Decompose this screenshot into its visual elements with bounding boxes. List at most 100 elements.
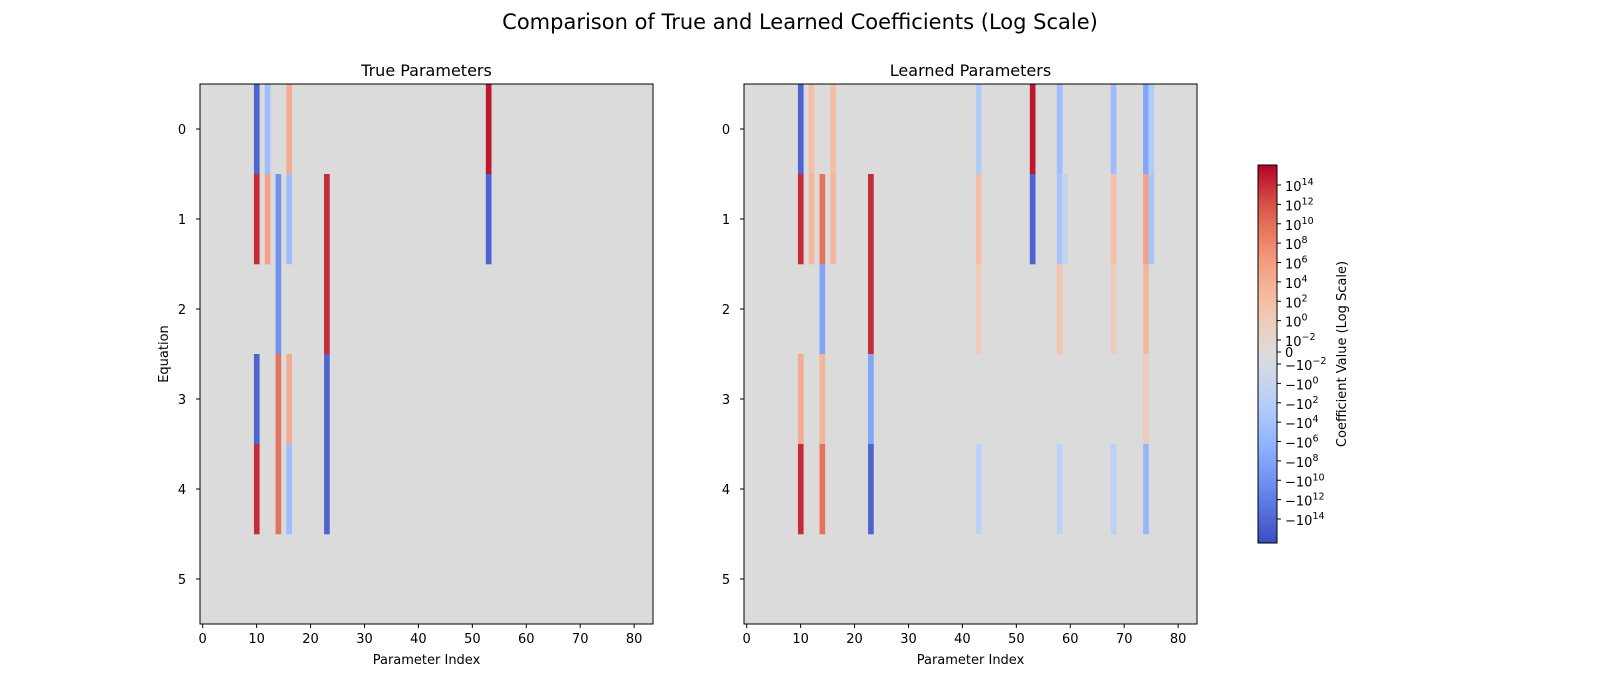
- heatmap-cell: [1143, 264, 1149, 355]
- heatmap-cell: [1148, 174, 1155, 265]
- x-tick-label: 30: [900, 632, 917, 647]
- heatmap-cell: [253, 84, 260, 175]
- heatmap-cell: [975, 84, 982, 175]
- x-tick-label: 10: [248, 632, 265, 647]
- heatmap-cell: [264, 84, 271, 175]
- heatmap-cell: [286, 444, 292, 535]
- y-tick-label: 1: [178, 213, 186, 228]
- y-tick-label: 1: [722, 213, 730, 228]
- heatmap-cell: [797, 84, 804, 175]
- colorbar-tick-label: −104: [1285, 414, 1318, 432]
- heatmap-panel-2: Learned Parameters 0 10 20 30 40 50 60 70 80 0 1 2 3 4…: [722, 61, 1198, 668]
- heatmap-cell: [868, 174, 874, 265]
- colorbar-tick-label: −100: [1285, 375, 1318, 393]
- heatmap-cell: [1056, 174, 1063, 265]
- heatmap-cell: [264, 174, 271, 265]
- heatmap-cell: [253, 174, 260, 265]
- heatmap-panel-1: True Parameters 0 10 20 30 40 50 60 70 80 0 1 2 3 4 5 Pa…: [157, 61, 654, 668]
- heatmap-cell: [275, 444, 282, 535]
- heatmap-cell: [1110, 84, 1117, 175]
- colorbar-tick-label: 102: [1285, 293, 1308, 311]
- colorbar-fill: [1258, 165, 1277, 543]
- plot-frame: [743, 83, 1198, 625]
- x-tick-label: 60: [518, 632, 535, 647]
- heatmap-cell: [975, 264, 982, 355]
- colorbar-tick-label: −1012: [1285, 492, 1325, 510]
- heatmap-cell: [275, 264, 282, 355]
- colorbar-tick-label: 1014: [1285, 177, 1314, 195]
- heatmap-cell: [1110, 444, 1117, 535]
- colorbar-tick-label: 10−2: [1285, 332, 1316, 350]
- heatmap-cell: [1110, 174, 1117, 265]
- x-tick-label: 80: [626, 632, 643, 647]
- y-tick-label: 4: [722, 483, 730, 498]
- heatmap-cell: [797, 354, 804, 445]
- y-tick-label: 0: [178, 123, 186, 138]
- heatmap-cell: [819, 174, 826, 265]
- heatmap-cell: [1062, 174, 1068, 265]
- x-tick-label: 50: [1008, 632, 1025, 647]
- heatmap-cell: [286, 174, 292, 265]
- colorbar-tick-label: −1010: [1285, 472, 1325, 490]
- colorbar-tick-label: −102: [1285, 395, 1318, 413]
- x-tick-label: 20: [846, 632, 863, 647]
- heatmap-cell: [324, 264, 330, 355]
- heatmap-cell: [1056, 264, 1063, 355]
- panel-title: True Parameters: [360, 61, 492, 80]
- x-tick-label: 40: [410, 632, 427, 647]
- heatmap-cell: [1029, 174, 1036, 265]
- colorbar: 10141012101010810610410210010−20−10−2−10…: [1257, 164, 1350, 544]
- colorbar-tick-label: 1012: [1285, 196, 1314, 214]
- colorbar-tick-label: −10−2: [1285, 356, 1326, 374]
- x-tick-label: 70: [572, 632, 589, 647]
- y-tick-label: 5: [178, 573, 186, 588]
- heatmap-cell: [324, 174, 330, 265]
- x-tick-label: 10: [792, 632, 809, 647]
- heatmap-cell: [253, 354, 260, 445]
- x-axis-label: Parameter Index: [373, 653, 481, 668]
- heatmap-cell: [975, 174, 982, 265]
- colorbar-tick-label: 100: [1285, 313, 1308, 331]
- colorbar-tick-label: 108: [1285, 235, 1308, 253]
- x-tick-label: 60: [1062, 632, 1079, 647]
- colorbar-tick-label: −108: [1285, 453, 1318, 471]
- x-tick-label: 20: [302, 632, 319, 647]
- heatmap-cell: [485, 84, 492, 175]
- heatmap-cell: [275, 354, 282, 445]
- heatmap-cell: [324, 444, 330, 535]
- heatmap-cell: [868, 444, 874, 535]
- x-tick-label: 50: [464, 632, 481, 647]
- heatmap-cell: [1029, 84, 1036, 175]
- plot-frame: [199, 83, 654, 625]
- heatmap-cell: [975, 444, 982, 535]
- heatmap-cell: [1143, 84, 1149, 175]
- heatmap-cell: [275, 174, 282, 265]
- heatmap-cell: [1143, 444, 1149, 535]
- heatmap-cell: [808, 84, 815, 175]
- x-tick-label: 80: [1170, 632, 1187, 647]
- colorbar-tick-label: 106: [1285, 255, 1308, 273]
- colorbar-tick-label: 0: [1285, 346, 1293, 361]
- heatmap-cell: [1148, 84, 1155, 175]
- panel-title: Learned Parameters: [890, 61, 1051, 80]
- heatmap-cell: [868, 354, 874, 445]
- x-axis-label: Parameter Index: [917, 653, 1025, 668]
- heatmap-cell: [830, 84, 836, 175]
- y-tick-label: 3: [722, 393, 730, 408]
- x-tick-label: 70: [1116, 632, 1133, 647]
- heatmap-cell: [819, 354, 826, 445]
- colorbar-label: Coefficient Value (Log Scale): [1335, 261, 1350, 447]
- y-tick-label: 2: [178, 303, 186, 318]
- heatmap-cell: [797, 174, 804, 265]
- x-tick-label: 40: [954, 632, 971, 647]
- heatmap-cell: [1056, 84, 1063, 175]
- heatmap-cell: [286, 84, 292, 175]
- y-tick-label: 5: [722, 573, 730, 588]
- heatmap-cell: [286, 354, 292, 445]
- heatmap-cell: [1110, 264, 1117, 355]
- y-tick-label: 3: [178, 393, 186, 408]
- y-axis-label: Equation: [157, 325, 172, 383]
- heatmap-cell: [808, 174, 815, 265]
